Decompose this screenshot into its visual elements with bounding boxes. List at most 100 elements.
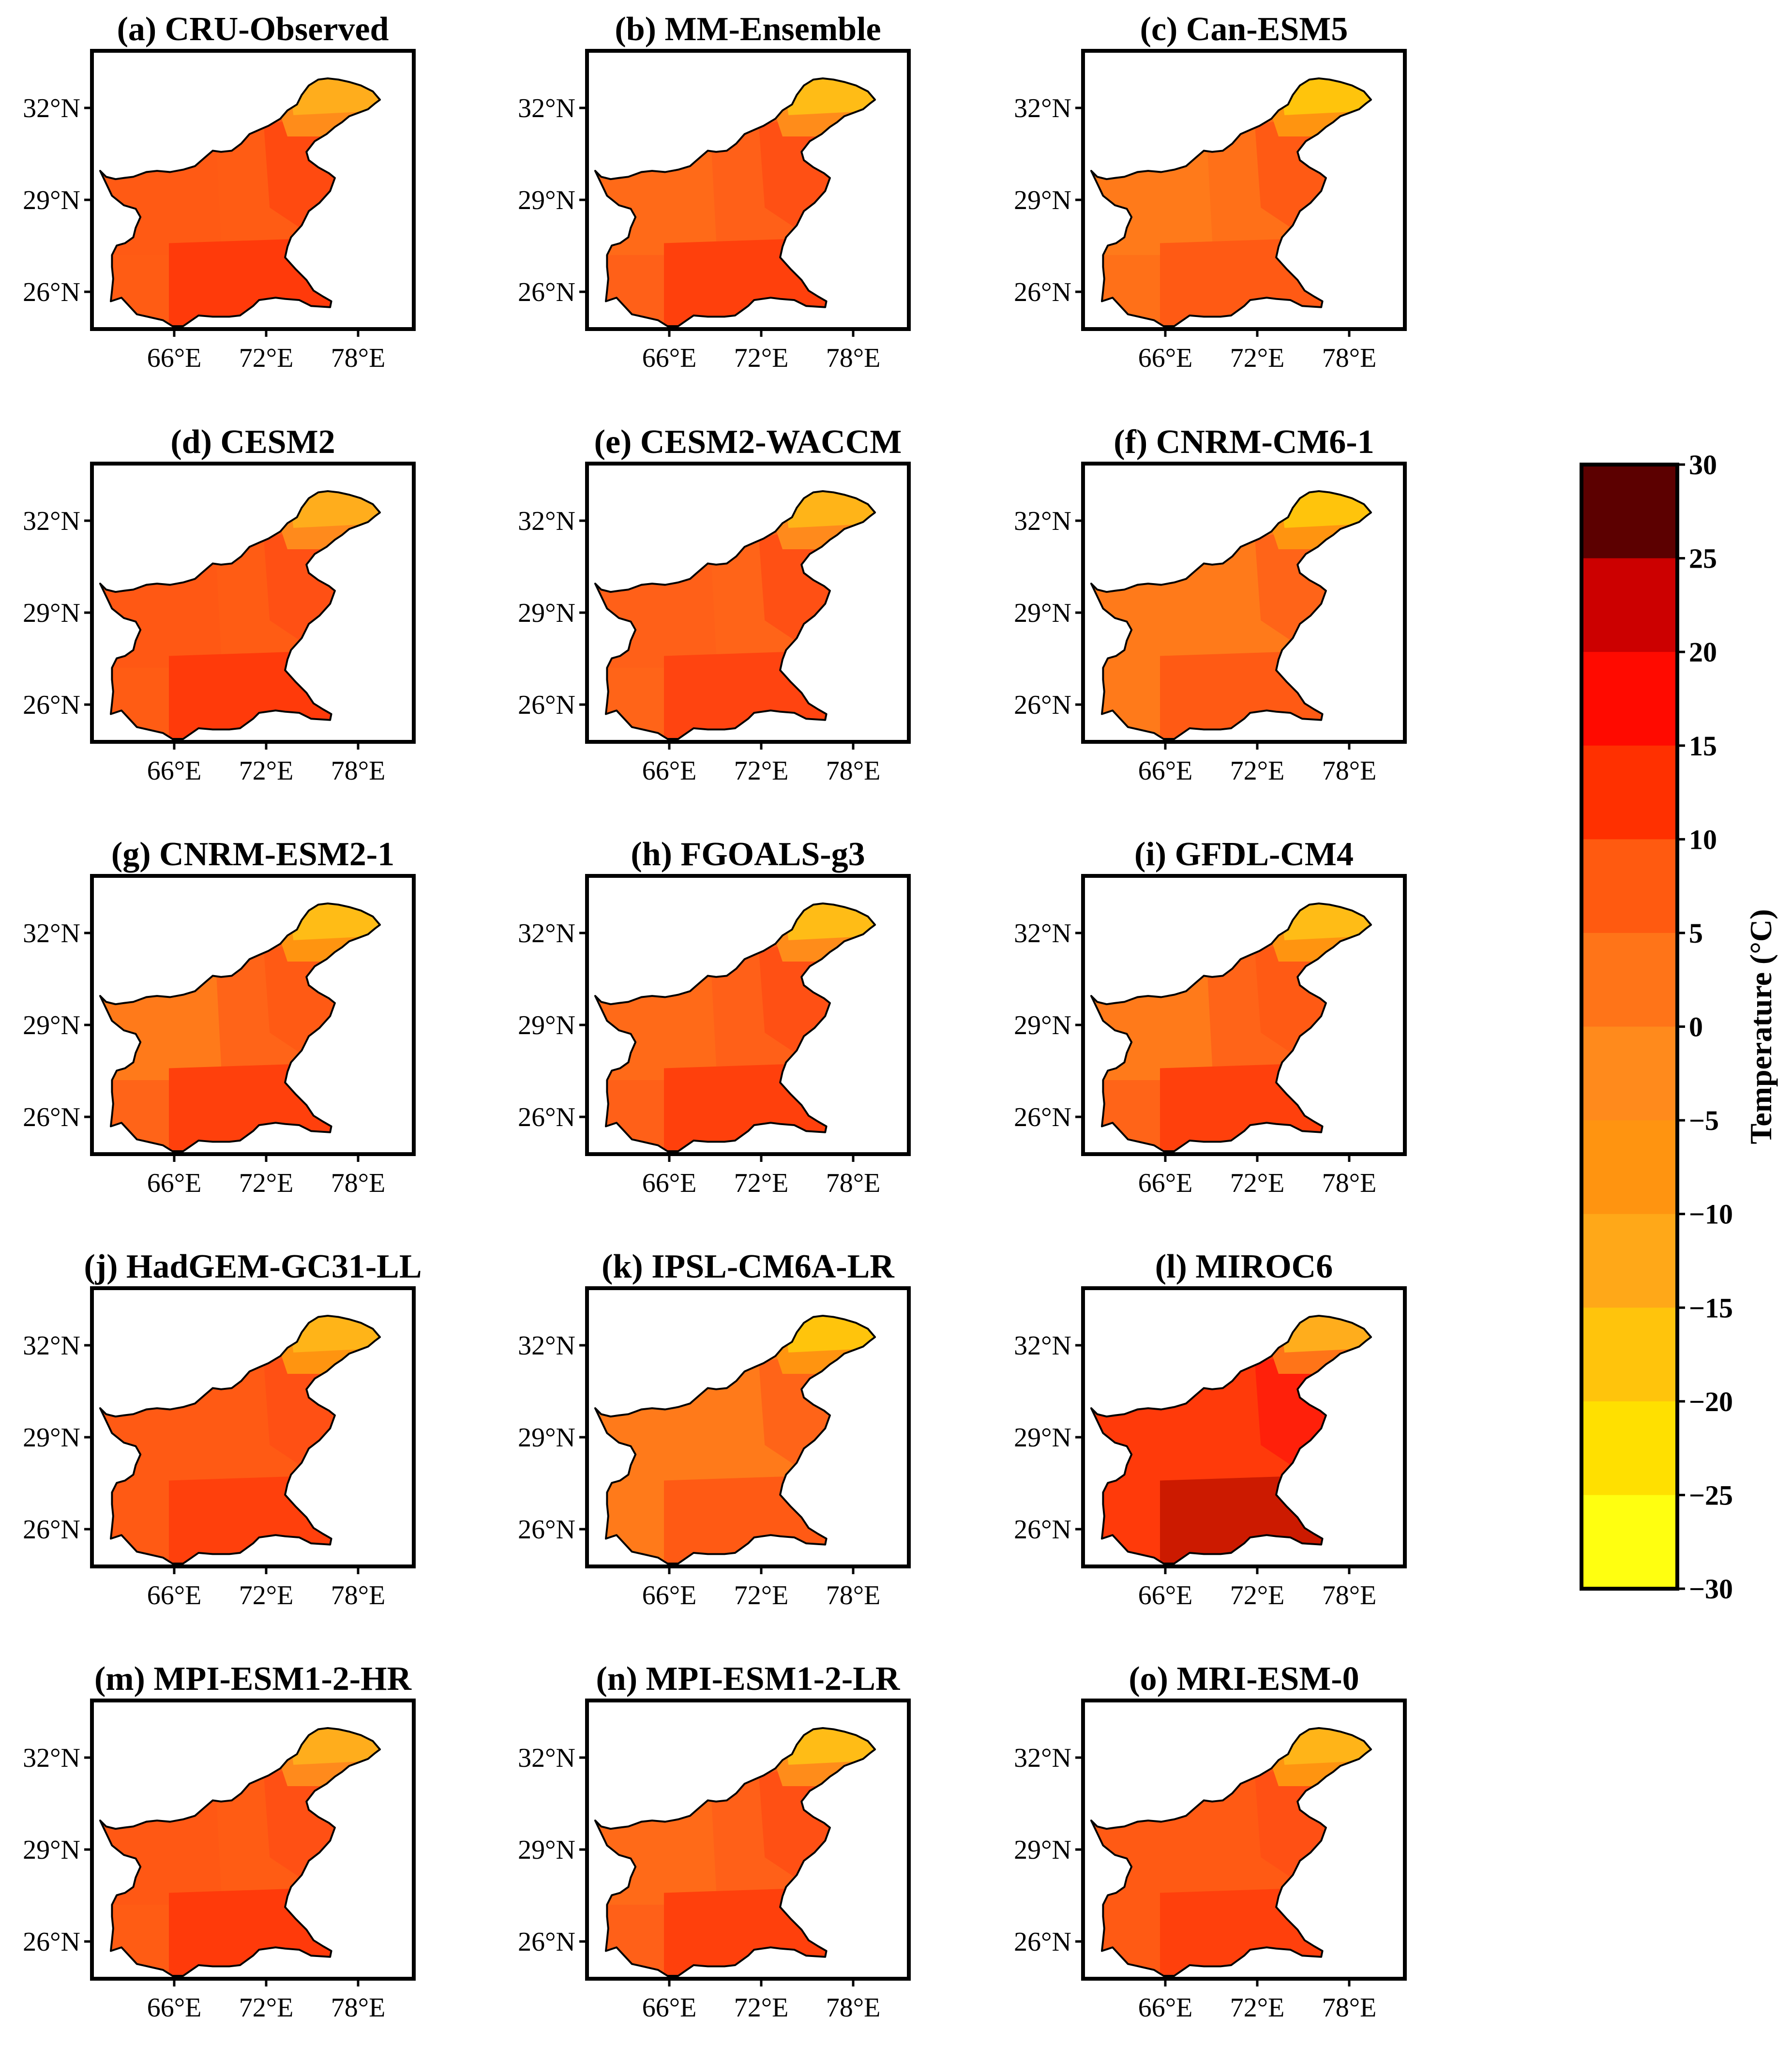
- map-panel: (h) FGOALS-g3 32°N 29°N 26°N 66°E 72°E 78°E: [518, 836, 911, 1198]
- map-frame: [90, 874, 416, 1156]
- lat-tick-label: 29°N: [23, 1835, 80, 1865]
- lat-tick-label: 32°N: [518, 1331, 575, 1361]
- map-frame: [1081, 1286, 1407, 1568]
- temperature-colorbar: 30 25 20 15 10 5 0 −5 −10 −15 −20 −25 −30 Temperature…: [1580, 449, 1778, 1605]
- colorbar-segment: [1581, 558, 1677, 652]
- map-frame: [585, 462, 911, 744]
- country-outline: [594, 77, 876, 327]
- lat-tick-label: 26°N: [23, 1102, 80, 1132]
- lon-tick-label: 66°E: [1138, 1168, 1193, 1198]
- colorbar-segment: [1581, 1308, 1677, 1402]
- pakistan-map: [99, 902, 381, 1152]
- region-south: [1160, 237, 1338, 327]
- region-north: [783, 1315, 875, 1353]
- lat-tick-label: 26°N: [518, 1515, 575, 1545]
- map-panel: (f) CNRM-CM6-1 32°N 29°N 26°N 66°E 72°E 78°E: [1014, 423, 1407, 786]
- panel-title: (n) MPI-ESM1-2-LR: [596, 1660, 901, 1698]
- region-south: [664, 1887, 842, 1976]
- lon-tick-label: 66°E: [1138, 343, 1193, 373]
- lon-tick-label: 72°E: [1230, 1580, 1285, 1610]
- lon-tick-label: 66°E: [642, 1168, 697, 1198]
- pakistan-map: [1090, 77, 1372, 327]
- map-panel: (j) HadGEM-GC31-LL 32°N 29°N 26°N 66°E 72°E 78…: [23, 1248, 422, 1610]
- country-outline: [1090, 1727, 1372, 1977]
- lon-tick-label: 72°E: [239, 1993, 294, 2023]
- lat-tick-label: 29°N: [518, 598, 575, 628]
- lon-tick-label: 78°E: [826, 756, 881, 786]
- lon-tick-label: 72°E: [734, 1168, 789, 1198]
- region-north: [1279, 1728, 1371, 1765]
- lon-tick-label: 78°E: [826, 1168, 881, 1198]
- country-outline: [1090, 77, 1372, 327]
- country-outline: [594, 1727, 876, 1977]
- map-frame: [1081, 49, 1407, 331]
- lon-tick-label: 78°E: [1322, 1168, 1377, 1198]
- lat-tick-label: 32°N: [518, 506, 575, 536]
- lon-tick-label: 66°E: [642, 343, 697, 373]
- country-outline: [99, 1727, 381, 1977]
- country-outline: [99, 902, 381, 1152]
- lon-tick-label: 66°E: [147, 756, 202, 786]
- lat-tick-label: 29°N: [1014, 598, 1071, 628]
- country-outline: [1090, 902, 1372, 1152]
- region-south: [664, 650, 842, 739]
- map-panel: (m) MPI-ESM1-2-HR 32°N 29°N 26°N 66°E 72°E 78°…: [23, 1660, 416, 2023]
- colorbar-tick-label: 10: [1689, 824, 1717, 855]
- map-panel: (d) CESM2 32°N 29°N 26°N 66°E 72°E 78°E: [23, 423, 416, 786]
- country-outline: [1090, 490, 1372, 740]
- lon-tick-label: 72°E: [239, 1168, 294, 1198]
- lon-tick-label: 72°E: [1230, 1993, 1285, 2023]
- map-frame: [585, 1286, 911, 1568]
- region-north: [287, 903, 380, 940]
- region-north: [287, 491, 380, 528]
- lat-tick-label: 26°N: [1014, 1927, 1071, 1957]
- country-outline: [594, 1314, 876, 1565]
- lat-tick-label: 26°N: [1014, 1515, 1071, 1545]
- region-south: [169, 1474, 347, 1564]
- lat-tick-label: 29°N: [1014, 185, 1071, 215]
- region-north: [783, 1728, 875, 1765]
- country-outline: [99, 77, 381, 327]
- region-south: [169, 1062, 347, 1152]
- lat-tick-label: 26°N: [518, 277, 575, 307]
- lon-tick-label: 78°E: [1322, 1580, 1377, 1610]
- panel-title: (g) CNRM-ESM2-1: [111, 836, 394, 873]
- country-outline: [1090, 1314, 1372, 1565]
- colorbar-segment: [1581, 1120, 1677, 1215]
- lat-tick-label: 29°N: [23, 1423, 80, 1453]
- map-panel: (k) IPSL-CM6A-LR 32°N 29°N 26°N 66°E 72°E 78°E: [518, 1248, 911, 1610]
- lon-tick-label: 78°E: [331, 343, 386, 373]
- lon-tick-label: 72°E: [239, 343, 294, 373]
- lat-tick-label: 26°N: [23, 1515, 80, 1545]
- map-panel: (e) CESM2-WACCM 32°N 29°N 26°N 66°E 72°E 78°E: [518, 423, 911, 786]
- colorbar-tick-label: −30: [1689, 1573, 1733, 1605]
- panel-title: (i) GFDL-CM4: [1134, 836, 1354, 873]
- lon-tick-label: 78°E: [1322, 1993, 1377, 2023]
- colorbar-segment: [1581, 1401, 1677, 1495]
- lon-tick-label: 66°E: [147, 1580, 202, 1610]
- panel-title: (d) CESM2: [170, 423, 335, 461]
- colorbar-segment: [1581, 652, 1677, 746]
- lat-tick-label: 29°N: [23, 1010, 80, 1040]
- panel-title: (o) MRI-ESM-0: [1129, 1660, 1359, 1698]
- map-panels: (a) CRU-Observed 32°N 29°N 26°N 66°E 72°E 78°E…: [23, 11, 1407, 2023]
- lat-tick-label: 26°N: [518, 1927, 575, 1957]
- lat-tick-label: 32°N: [518, 918, 575, 948]
- country-outline: [594, 490, 876, 740]
- lat-tick-label: 32°N: [1014, 1743, 1071, 1773]
- region-north: [287, 1728, 380, 1765]
- lat-tick-label: 29°N: [1014, 1423, 1071, 1453]
- lon-tick-label: 78°E: [826, 1993, 881, 2023]
- lon-tick-label: 72°E: [1230, 756, 1285, 786]
- lon-tick-label: 72°E: [239, 756, 294, 786]
- region-south: [169, 1887, 347, 1976]
- colorbar-segment: [1581, 839, 1677, 933]
- colorbar-tick-label: −20: [1689, 1386, 1733, 1417]
- lat-tick-label: 32°N: [23, 1743, 80, 1773]
- lat-tick-label: 26°N: [518, 690, 575, 720]
- region-south: [1160, 1474, 1338, 1564]
- lat-tick-label: 29°N: [23, 598, 80, 628]
- region-north: [783, 903, 875, 940]
- lat-tick-label: 26°N: [23, 1927, 80, 1957]
